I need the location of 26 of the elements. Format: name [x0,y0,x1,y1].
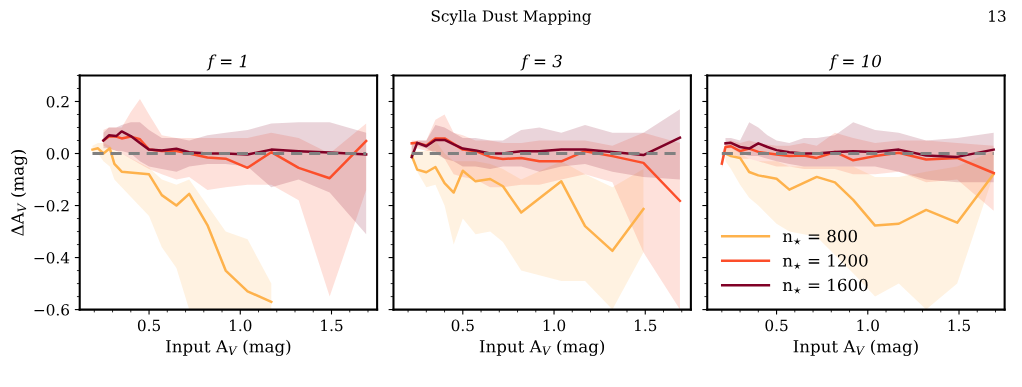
x-tick-label: 1.5 [321,319,343,332]
text: Scylla Dust Mapping [431,9,592,25]
legend-label: n$_{⋆}$ = 1200 [782,254,868,270]
x-tick-label: 1.0 [543,319,566,332]
x-axis-title: Input A$_{V}$ (mag) [166,339,291,357]
y-tick-label: 0.2 [46,95,69,108]
y-tick-label: 0.0 [46,147,69,160]
y-tick-label: −0.6 [34,304,70,316]
x-tick-label: 1.5 [948,319,970,332]
chart-title: f = 10 [828,54,882,71]
x-tick-label: 0.5 [765,319,788,332]
y-tick-label: −0.4 [34,252,70,264]
x-tick-label: 1.0 [857,319,879,332]
x-axis-title: Input A$_{V}$ (mag) [793,339,918,357]
x-tick-label: 0.5 [137,319,161,332]
chart-title: f = 1 [206,54,246,71]
chart-title: f = 3 [520,54,562,71]
x-tick-label: 1.5 [634,319,657,332]
text: 13 [989,10,1006,22]
legend-label: n$_{⋆}$ = 1600 [782,278,868,294]
x-axis-title: Input A$_{V}$ (mag) [479,339,605,357]
x-tick-label: 0.5 [451,319,474,332]
x-tick-label: 1.0 [229,319,252,332]
legend-label: n$_{⋆}$ = 800 [782,229,857,245]
y-tick-label: −0.2 [34,200,69,212]
y-axis-title: ΔA$_{V}$ (mag) [10,149,28,236]
